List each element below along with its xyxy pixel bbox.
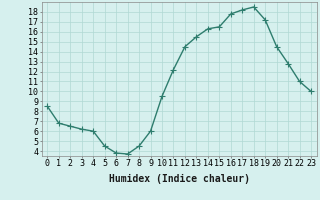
X-axis label: Humidex (Indice chaleur): Humidex (Indice chaleur) [109,174,250,184]
